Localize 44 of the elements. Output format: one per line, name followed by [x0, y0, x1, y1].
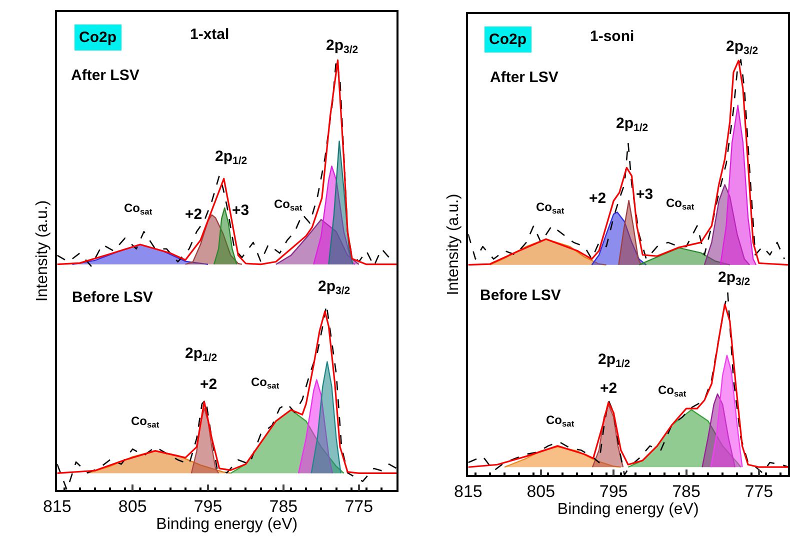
- chart-title: 1-soni: [590, 28, 634, 45]
- annotation: Before LSV: [72, 289, 153, 306]
- x-tick-label: 815: [454, 482, 482, 502]
- y-axis-title: Intensity (a.u.): [34, 200, 51, 302]
- annotation: Co$_{sat}$: [658, 383, 686, 399]
- annotation: Co$_{sat}$: [251, 375, 280, 391]
- annotation: 2p$_{1/2}$: [598, 351, 630, 370]
- annotation: After LSV: [490, 69, 558, 86]
- annotation: +3: [232, 202, 250, 219]
- x-tick-label: 785: [672, 482, 700, 502]
- x-tick-label: 805: [118, 497, 147, 516]
- annotation: 2p$_{1/2}$: [215, 148, 248, 168]
- annotation: Co$_{sat}$: [131, 414, 160, 430]
- x-axis-title: Binding energy (eV): [156, 516, 298, 534]
- annotation: 2p$_{1/2}$: [185, 345, 218, 364]
- annotation: Co$_{sat}$: [536, 200, 564, 216]
- annotation: Co$_{sat}$: [124, 201, 152, 217]
- x-tick-label: 795: [599, 482, 628, 502]
- x-tick-label: 805: [526, 482, 556, 502]
- x-tick-label: 775: [744, 482, 774, 502]
- annotation: Co$_{sat}$: [274, 197, 302, 213]
- annotation: Co$_{sat}$: [666, 196, 694, 212]
- annotation: +2: [589, 190, 606, 207]
- x-tick-label: 785: [269, 497, 298, 516]
- chart-title: 1-xtal: [190, 26, 230, 43]
- annotation: 2p$_{3/2}$: [318, 278, 350, 298]
- x-axis-title: Binding energy (eV): [557, 501, 699, 518]
- annotation: 2p$_{3/2}$: [718, 269, 750, 288]
- annotation: +2: [200, 376, 218, 393]
- text: 2p$_{3/2}$: [726, 38, 758, 58]
- text: Co2p: [79, 29, 116, 46]
- annotation: +2: [185, 206, 202, 223]
- annotation: +3: [636, 186, 654, 203]
- x-tick-label: 815: [42, 497, 72, 516]
- text: 2p$_{3/2}$: [326, 37, 358, 56]
- annotation: After LSV: [71, 67, 140, 84]
- x-tick-label: 775: [344, 497, 374, 516]
- text: Co2p: [489, 31, 526, 48]
- x-tick-label: 795: [194, 497, 222, 516]
- annotation: 2p$_{1/2}$: [616, 115, 648, 134]
- y-axis-title: Intensity (a.u.): [444, 194, 462, 296]
- annotation: +2: [600, 380, 618, 397]
- annotation: Before LSV: [480, 287, 561, 304]
- annotation: Co$_{sat}$: [546, 413, 574, 429]
